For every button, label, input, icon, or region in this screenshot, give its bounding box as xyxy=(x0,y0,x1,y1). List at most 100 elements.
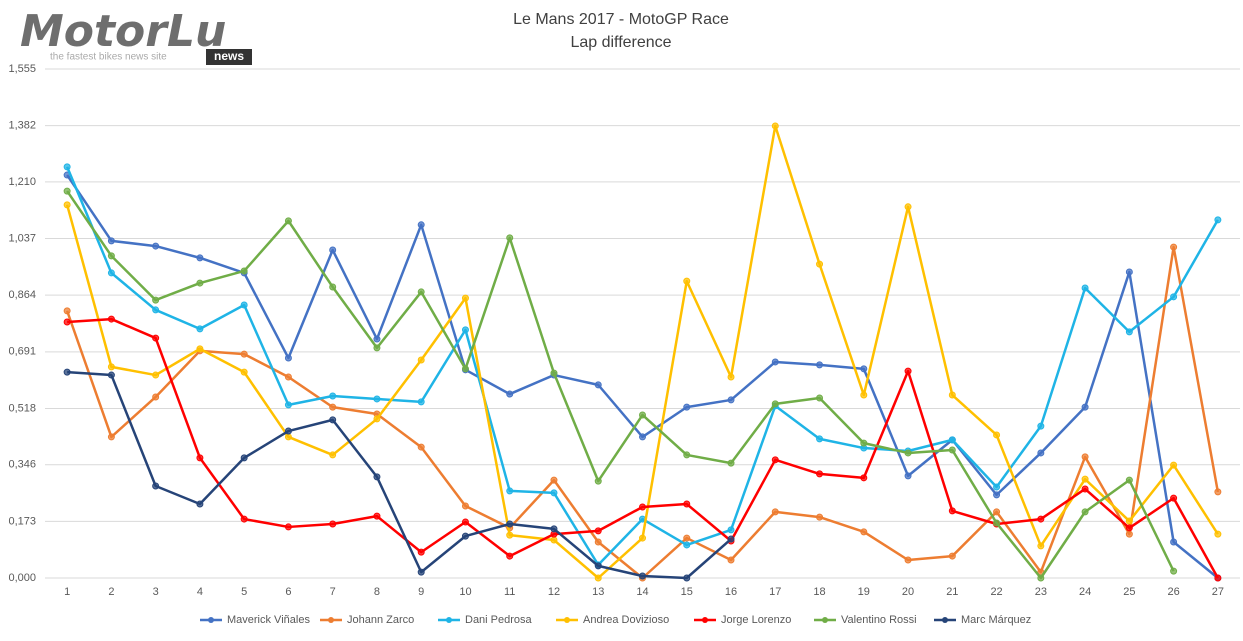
point xyxy=(284,217,292,225)
point xyxy=(727,396,735,404)
point xyxy=(417,221,425,229)
x-tick-label: 23 xyxy=(1035,586,1047,598)
point xyxy=(948,552,956,560)
point xyxy=(196,500,204,508)
x-tick-label: 11 xyxy=(504,586,515,598)
point xyxy=(639,433,646,441)
point xyxy=(904,449,912,457)
legend-label: Valentino Rossi xyxy=(841,614,917,626)
point xyxy=(1214,530,1222,538)
point xyxy=(1125,476,1133,484)
logo-name: MotorLu xyxy=(20,6,226,57)
y-tick-label: 0,346 xyxy=(8,459,36,471)
point xyxy=(1081,284,1089,292)
point xyxy=(727,459,735,467)
point xyxy=(284,401,292,409)
point xyxy=(63,163,71,171)
point xyxy=(594,381,602,389)
point xyxy=(506,520,514,528)
x-tick-label: 18 xyxy=(813,586,825,598)
x-tick-label: 24 xyxy=(1079,586,1091,598)
point xyxy=(727,535,735,543)
point xyxy=(63,307,71,315)
point xyxy=(816,394,824,402)
y-tick-label: 0,864 xyxy=(8,289,36,301)
legend-marker xyxy=(328,617,334,623)
point xyxy=(860,439,868,447)
point xyxy=(594,527,602,535)
point xyxy=(506,552,514,560)
x-tick-label: 16 xyxy=(725,586,737,598)
point xyxy=(152,482,160,490)
y-tick-label: 0,173 xyxy=(8,515,36,527)
point xyxy=(1170,461,1178,469)
x-tick-label: 17 xyxy=(769,586,781,598)
x-tick-label: 12 xyxy=(548,586,560,598)
point xyxy=(594,538,602,546)
point xyxy=(550,476,558,484)
x-tick-label: 10 xyxy=(459,586,471,598)
point xyxy=(1037,515,1045,523)
point xyxy=(1214,574,1222,582)
point xyxy=(461,365,469,373)
point xyxy=(1170,293,1178,301)
point xyxy=(107,315,115,323)
legend-label: Johann Zarco xyxy=(347,614,414,626)
point xyxy=(771,456,779,464)
point xyxy=(993,431,1001,439)
legend-marker xyxy=(822,617,828,623)
point xyxy=(152,334,160,342)
point xyxy=(240,515,248,523)
point xyxy=(1037,422,1045,430)
point xyxy=(683,534,691,542)
point xyxy=(993,508,1001,516)
point xyxy=(63,318,71,326)
point xyxy=(373,512,381,520)
point xyxy=(860,528,868,536)
x-tick-label: 14 xyxy=(636,586,648,598)
point xyxy=(461,532,469,540)
legend-label: Jorge Lorenzo xyxy=(721,614,791,626)
point xyxy=(506,390,514,398)
point xyxy=(550,489,558,497)
point xyxy=(771,358,779,366)
x-tick-label: 27 xyxy=(1212,586,1224,598)
point xyxy=(550,525,558,533)
point xyxy=(683,403,691,411)
point xyxy=(860,391,868,399)
point xyxy=(816,435,824,443)
point xyxy=(461,518,469,526)
point xyxy=(1125,517,1133,525)
point xyxy=(550,536,558,544)
point xyxy=(727,373,735,381)
x-tick-label: 15 xyxy=(681,586,693,598)
point xyxy=(240,454,248,462)
x-tick-label: 19 xyxy=(858,586,870,598)
point xyxy=(1081,485,1089,493)
x-tick-label: 20 xyxy=(902,586,914,598)
point xyxy=(461,502,469,510)
point xyxy=(329,520,337,528)
point xyxy=(152,242,160,250)
logo-badge-box xyxy=(206,49,252,65)
point xyxy=(417,356,425,364)
point xyxy=(1170,538,1178,546)
point xyxy=(594,477,602,485)
point xyxy=(1037,449,1045,457)
point xyxy=(948,436,956,444)
point xyxy=(196,254,204,262)
point xyxy=(284,354,292,362)
point xyxy=(417,288,425,296)
point xyxy=(107,363,115,371)
point xyxy=(771,508,779,516)
legend-marker xyxy=(702,617,708,623)
point xyxy=(107,433,115,441)
legend-marker xyxy=(564,617,570,623)
point xyxy=(1170,494,1178,502)
point xyxy=(948,446,956,454)
point xyxy=(993,491,1001,499)
point xyxy=(417,443,425,451)
point xyxy=(329,451,337,459)
point xyxy=(1037,574,1045,582)
point xyxy=(284,427,292,435)
